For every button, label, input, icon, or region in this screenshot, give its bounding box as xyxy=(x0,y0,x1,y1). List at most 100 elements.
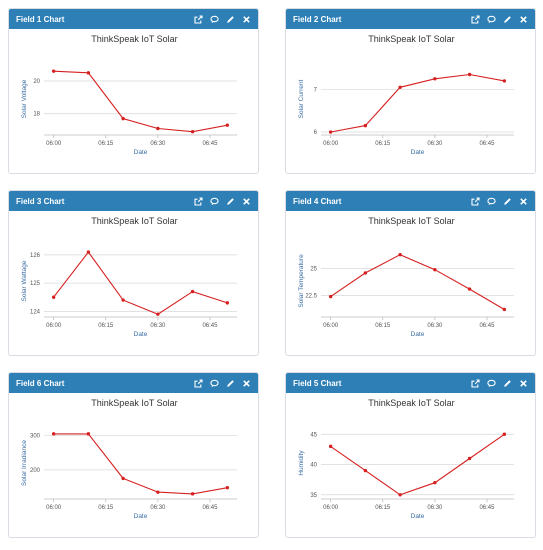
data-point[interactable] xyxy=(156,312,160,316)
external-link-icon[interactable] xyxy=(471,14,480,24)
data-point[interactable] xyxy=(328,444,333,449)
data-point[interactable] xyxy=(86,71,91,75)
external-link-icon[interactable] xyxy=(194,14,203,24)
data-point[interactable] xyxy=(398,85,402,89)
data-point[interactable] xyxy=(51,432,56,436)
data-point[interactable] xyxy=(86,432,91,436)
data-point[interactable] xyxy=(502,307,507,312)
panel-header: Field 5 Chart xyxy=(286,373,535,393)
data-point[interactable] xyxy=(363,123,368,128)
y-tick-label: 124 xyxy=(30,309,41,315)
comment-icon[interactable] xyxy=(487,379,496,388)
panel-title: Field 3 Chart xyxy=(16,196,65,206)
external-link-icon[interactable] xyxy=(194,196,203,206)
panel-header: Field 2 Chart xyxy=(286,9,535,29)
data-point[interactable] xyxy=(121,476,125,481)
chart-title: ThinkSpeak IoT Solar xyxy=(91,216,177,226)
x-tick-label: 06:00 xyxy=(46,323,62,329)
data-point[interactable] xyxy=(225,301,230,305)
close-icon[interactable] xyxy=(519,197,528,206)
data-point[interactable] xyxy=(467,287,472,291)
comment-icon[interactable] xyxy=(210,197,219,206)
data-point[interactable] xyxy=(502,79,507,83)
x-tick-label: 06:30 xyxy=(150,505,166,511)
comment-icon[interactable] xyxy=(210,15,219,24)
data-point[interactable] xyxy=(51,295,56,299)
panel-tools xyxy=(471,378,528,388)
data-point[interactable] xyxy=(328,294,333,299)
x-tick-label: 06:45 xyxy=(479,323,495,329)
data-point[interactable] xyxy=(502,432,507,436)
panel-tools xyxy=(194,196,251,206)
external-link-icon[interactable] xyxy=(194,378,203,388)
data-point[interactable] xyxy=(467,456,472,461)
y-tick-label: 22.5 xyxy=(305,294,317,300)
panel-tools xyxy=(471,14,528,24)
close-icon[interactable] xyxy=(242,379,251,388)
panel-title: Field 2 Chart xyxy=(293,14,342,24)
panel-tools xyxy=(194,378,251,388)
external-link-icon[interactable] xyxy=(471,196,480,206)
x-tick-label: 06:15 xyxy=(375,505,391,511)
data-point[interactable] xyxy=(363,468,368,473)
pencil-icon[interactable] xyxy=(226,197,235,206)
comment-icon[interactable] xyxy=(487,197,496,206)
series-line xyxy=(330,433,505,496)
pencil-icon[interactable] xyxy=(503,379,512,388)
data-point[interactable] xyxy=(156,490,160,494)
close-icon[interactable] xyxy=(519,15,528,24)
series-line xyxy=(53,433,228,495)
data-point[interactable] xyxy=(190,492,195,496)
data-point[interactable] xyxy=(156,126,160,131)
chart-title: ThinkSpeak IoT Solar xyxy=(368,398,454,408)
data-point[interactable] xyxy=(328,130,333,134)
data-point[interactable] xyxy=(467,72,472,77)
x-axis-title: Date xyxy=(134,149,148,156)
x-tick-label: 06:00 xyxy=(46,505,62,511)
chart-panel-field-3: Field 3 Chart ThinkSpeak IoT Solar 126 125… xyxy=(8,190,259,356)
data-point[interactable] xyxy=(433,480,437,485)
data-point[interactable] xyxy=(225,485,230,490)
pencil-icon[interactable] xyxy=(226,379,235,388)
x-tick-label: 06:45 xyxy=(202,141,218,147)
x-tick-label: 06:00 xyxy=(323,141,339,147)
panel-header: Field 6 Chart xyxy=(9,373,258,393)
x-tick-label: 06:30 xyxy=(427,141,443,147)
data-point[interactable] xyxy=(86,250,91,254)
y-tick-label: 40 xyxy=(310,463,317,469)
comment-icon[interactable] xyxy=(487,15,496,24)
x-tick-label: 06:30 xyxy=(150,323,166,329)
data-point[interactable] xyxy=(51,69,56,73)
data-point[interactable] xyxy=(225,123,230,127)
x-tick-label: 06:00 xyxy=(323,505,339,511)
close-icon[interactable] xyxy=(519,379,528,388)
data-point[interactable] xyxy=(433,77,437,81)
pencil-icon[interactable] xyxy=(503,15,512,24)
panel-title: Field 5 Chart xyxy=(293,378,342,388)
x-axis-title: Date xyxy=(411,331,425,338)
data-point[interactable] xyxy=(121,116,125,121)
data-point[interactable] xyxy=(190,130,195,134)
data-point[interactable] xyxy=(121,298,125,302)
line-chart-svg: ThinkSpeak IoT Solar 300 200 06:00 06:15 06:3… xyxy=(21,398,237,520)
data-point[interactable] xyxy=(433,268,437,272)
chart: ThinkSpeak IoT Solar 25 22.5 06:00 06:15 06:3… xyxy=(286,211,535,355)
data-point[interactable] xyxy=(398,493,402,497)
comment-icon[interactable] xyxy=(210,379,219,388)
chart: ThinkSpeak IoT Solar 20 18 06:00 06:15 06:30 0… xyxy=(9,29,258,173)
panel-title: Field 6 Chart xyxy=(16,378,65,388)
y-tick-label: 200 xyxy=(30,468,41,474)
panel-title: Field 4 Chart xyxy=(293,196,342,206)
data-point[interactable] xyxy=(190,289,195,294)
chart-title: ThinkSpeak IoT Solar xyxy=(368,34,454,44)
pencil-icon[interactable] xyxy=(226,15,235,24)
close-icon[interactable] xyxy=(242,15,251,24)
close-icon[interactable] xyxy=(242,197,251,206)
pencil-icon[interactable] xyxy=(503,197,512,206)
data-point[interactable] xyxy=(363,271,368,275)
y-tick-label: 6 xyxy=(314,130,318,136)
external-link-icon[interactable] xyxy=(471,378,480,388)
x-tick-label: 06:45 xyxy=(202,323,218,329)
data-point[interactable] xyxy=(398,252,402,257)
x-tick-label: 06:45 xyxy=(479,141,495,147)
